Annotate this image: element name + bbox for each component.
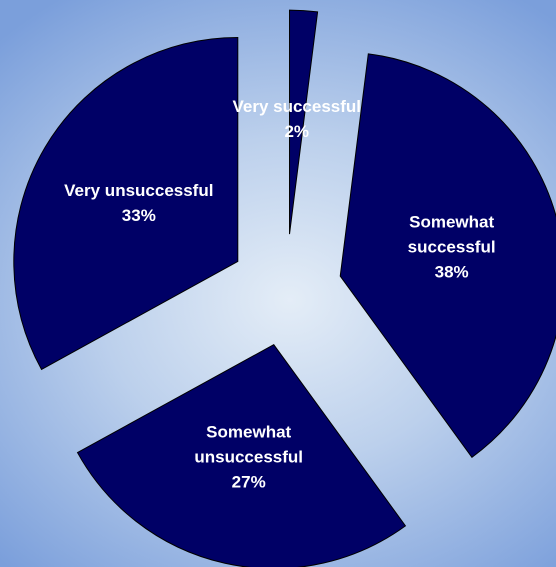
value-label: 33% bbox=[121, 205, 156, 225]
value-label: 38% bbox=[434, 262, 469, 282]
pie-slice bbox=[13, 36, 239, 371]
category-label: Very unsuccessful bbox=[64, 180, 214, 200]
pie-slice bbox=[76, 344, 407, 567]
pie-slice bbox=[339, 53, 556, 458]
value-label: 2% bbox=[284, 122, 310, 142]
slice-label: Somewhat unsuccessful 27% bbox=[164, 419, 334, 494]
category-label: Very successful bbox=[232, 97, 361, 117]
category-label: Somewhat unsuccessful bbox=[194, 422, 304, 467]
category-label: Somewhat successful bbox=[407, 212, 496, 257]
value-label: 27% bbox=[231, 472, 266, 492]
slice-label: Very unsuccessful 33% bbox=[19, 178, 259, 228]
pie-slice bbox=[289, 9, 319, 235]
slice-label: Somewhat successful 38% bbox=[382, 210, 522, 285]
slice-label: Very successful 2% bbox=[197, 94, 397, 144]
